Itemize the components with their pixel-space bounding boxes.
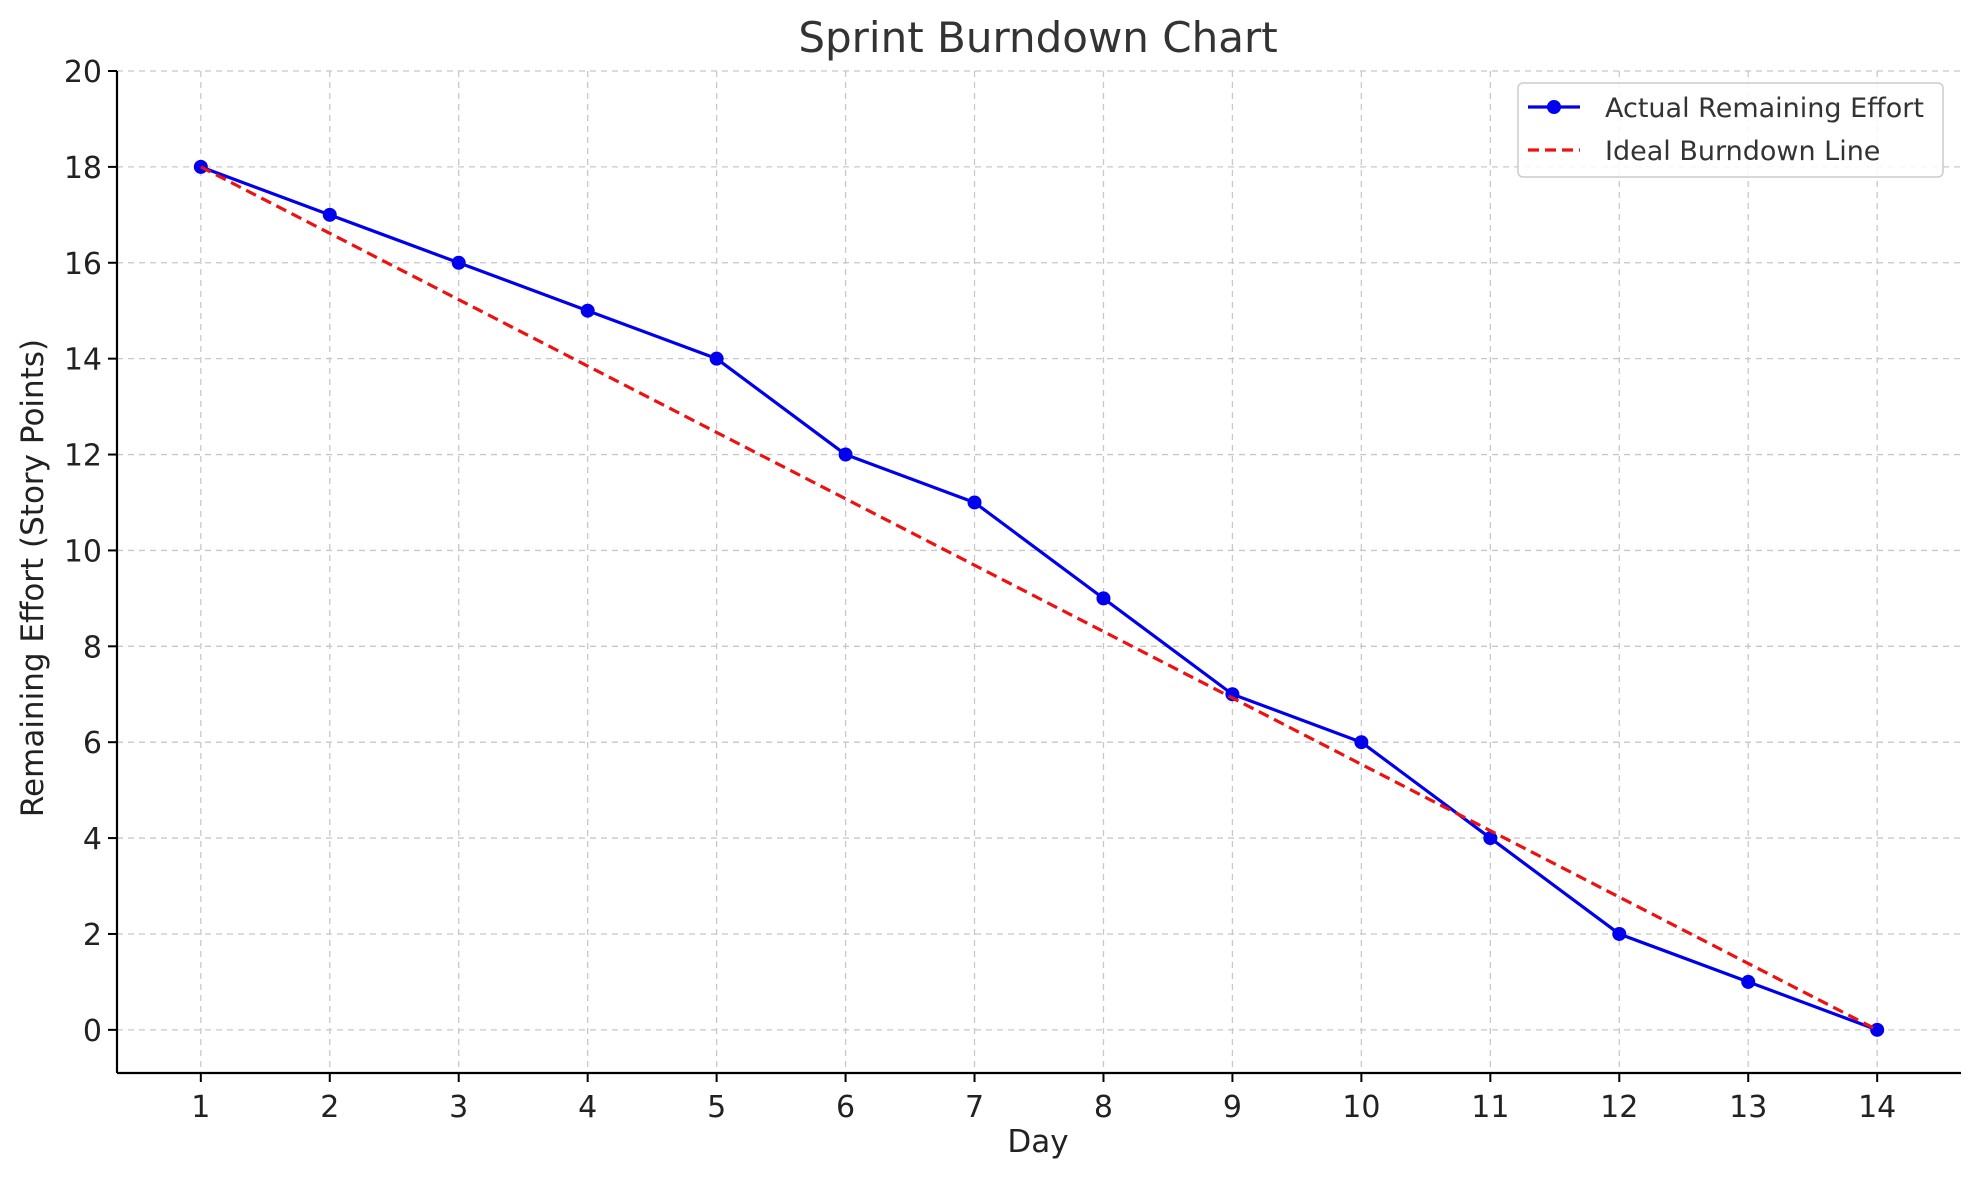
series-line-ideal bbox=[200, 165, 1878, 1032]
x-tick-label-10: 10 bbox=[1342, 1090, 1380, 1125]
axes bbox=[115, 71, 1961, 1075]
y-tick-label-20: 20 bbox=[64, 55, 102, 90]
series-line-actual bbox=[200, 165, 1878, 1032]
data-point-actual-day-14 bbox=[1870, 1022, 1885, 1037]
y-tick-label-12: 12 bbox=[64, 439, 102, 474]
data-point-actual-day-1 bbox=[193, 159, 208, 174]
data-point-actual-day-10 bbox=[1354, 735, 1369, 750]
legend: Actual Remaining Effort Ideal Burndown L… bbox=[1517, 82, 1944, 178]
data-point-actual-day-4 bbox=[580, 303, 595, 318]
legend-label-actual: Actual Remaining Effort bbox=[1605, 93, 1924, 124]
data-point-actual-day-2 bbox=[322, 207, 337, 222]
legend-label-ideal: Ideal Burndown Line bbox=[1605, 136, 1880, 167]
x-tick-label-4: 4 bbox=[578, 1090, 597, 1125]
y-tick-label-0: 0 bbox=[83, 1014, 102, 1049]
y-tick-label-8: 8 bbox=[83, 630, 102, 665]
y-tick-label-18: 18 bbox=[64, 151, 102, 186]
x-tick-label-3: 3 bbox=[449, 1090, 468, 1125]
x-tick-label-6: 6 bbox=[836, 1090, 855, 1125]
x-tick-label-12: 12 bbox=[1600, 1090, 1638, 1125]
x-tick-label-2: 2 bbox=[320, 1090, 339, 1125]
data-point-actual-day-7 bbox=[967, 495, 982, 510]
grid-layer bbox=[117, 70, 1961, 1073]
y-tick-label-14: 14 bbox=[64, 343, 102, 378]
data-point-actual-day-6 bbox=[838, 447, 853, 462]
y-tick-label-16: 16 bbox=[64, 247, 102, 282]
y-tick-label-10: 10 bbox=[64, 534, 102, 569]
y-tick-label-6: 6 bbox=[83, 726, 102, 761]
x-tick-label-9: 9 bbox=[1223, 1090, 1242, 1125]
x-tick-label-13: 13 bbox=[1729, 1090, 1767, 1125]
data-point-actual-day-5 bbox=[709, 351, 724, 366]
data-point-actual-day-8 bbox=[1096, 591, 1111, 606]
data-point-actual-day-12 bbox=[1612, 926, 1627, 941]
data-point-actual-day-3 bbox=[451, 255, 466, 270]
y-tick-label-4: 4 bbox=[83, 822, 102, 857]
y-tick-label-2: 2 bbox=[83, 918, 102, 953]
legend-box bbox=[1517, 82, 1944, 178]
series-layer bbox=[193, 159, 1885, 1037]
x-tick-label-1: 1 bbox=[191, 1090, 210, 1125]
y-axis-label: Remaining Effort (Story Points) bbox=[15, 339, 51, 817]
data-point-actual-day-11 bbox=[1483, 831, 1498, 846]
x-axis-label: Day bbox=[1007, 1124, 1068, 1160]
x-tick-label-11: 11 bbox=[1471, 1090, 1509, 1125]
x-tick-label-14: 14 bbox=[1858, 1090, 1896, 1125]
x-tick-label-8: 8 bbox=[1094, 1090, 1113, 1125]
legend-marker-actual bbox=[1547, 100, 1561, 114]
x-tick-label-7: 7 bbox=[965, 1090, 984, 1125]
x-tick-label-5: 5 bbox=[707, 1090, 726, 1125]
data-point-actual-day-13 bbox=[1741, 974, 1756, 989]
chart-title: Sprint Burndown Chart bbox=[798, 13, 1277, 62]
